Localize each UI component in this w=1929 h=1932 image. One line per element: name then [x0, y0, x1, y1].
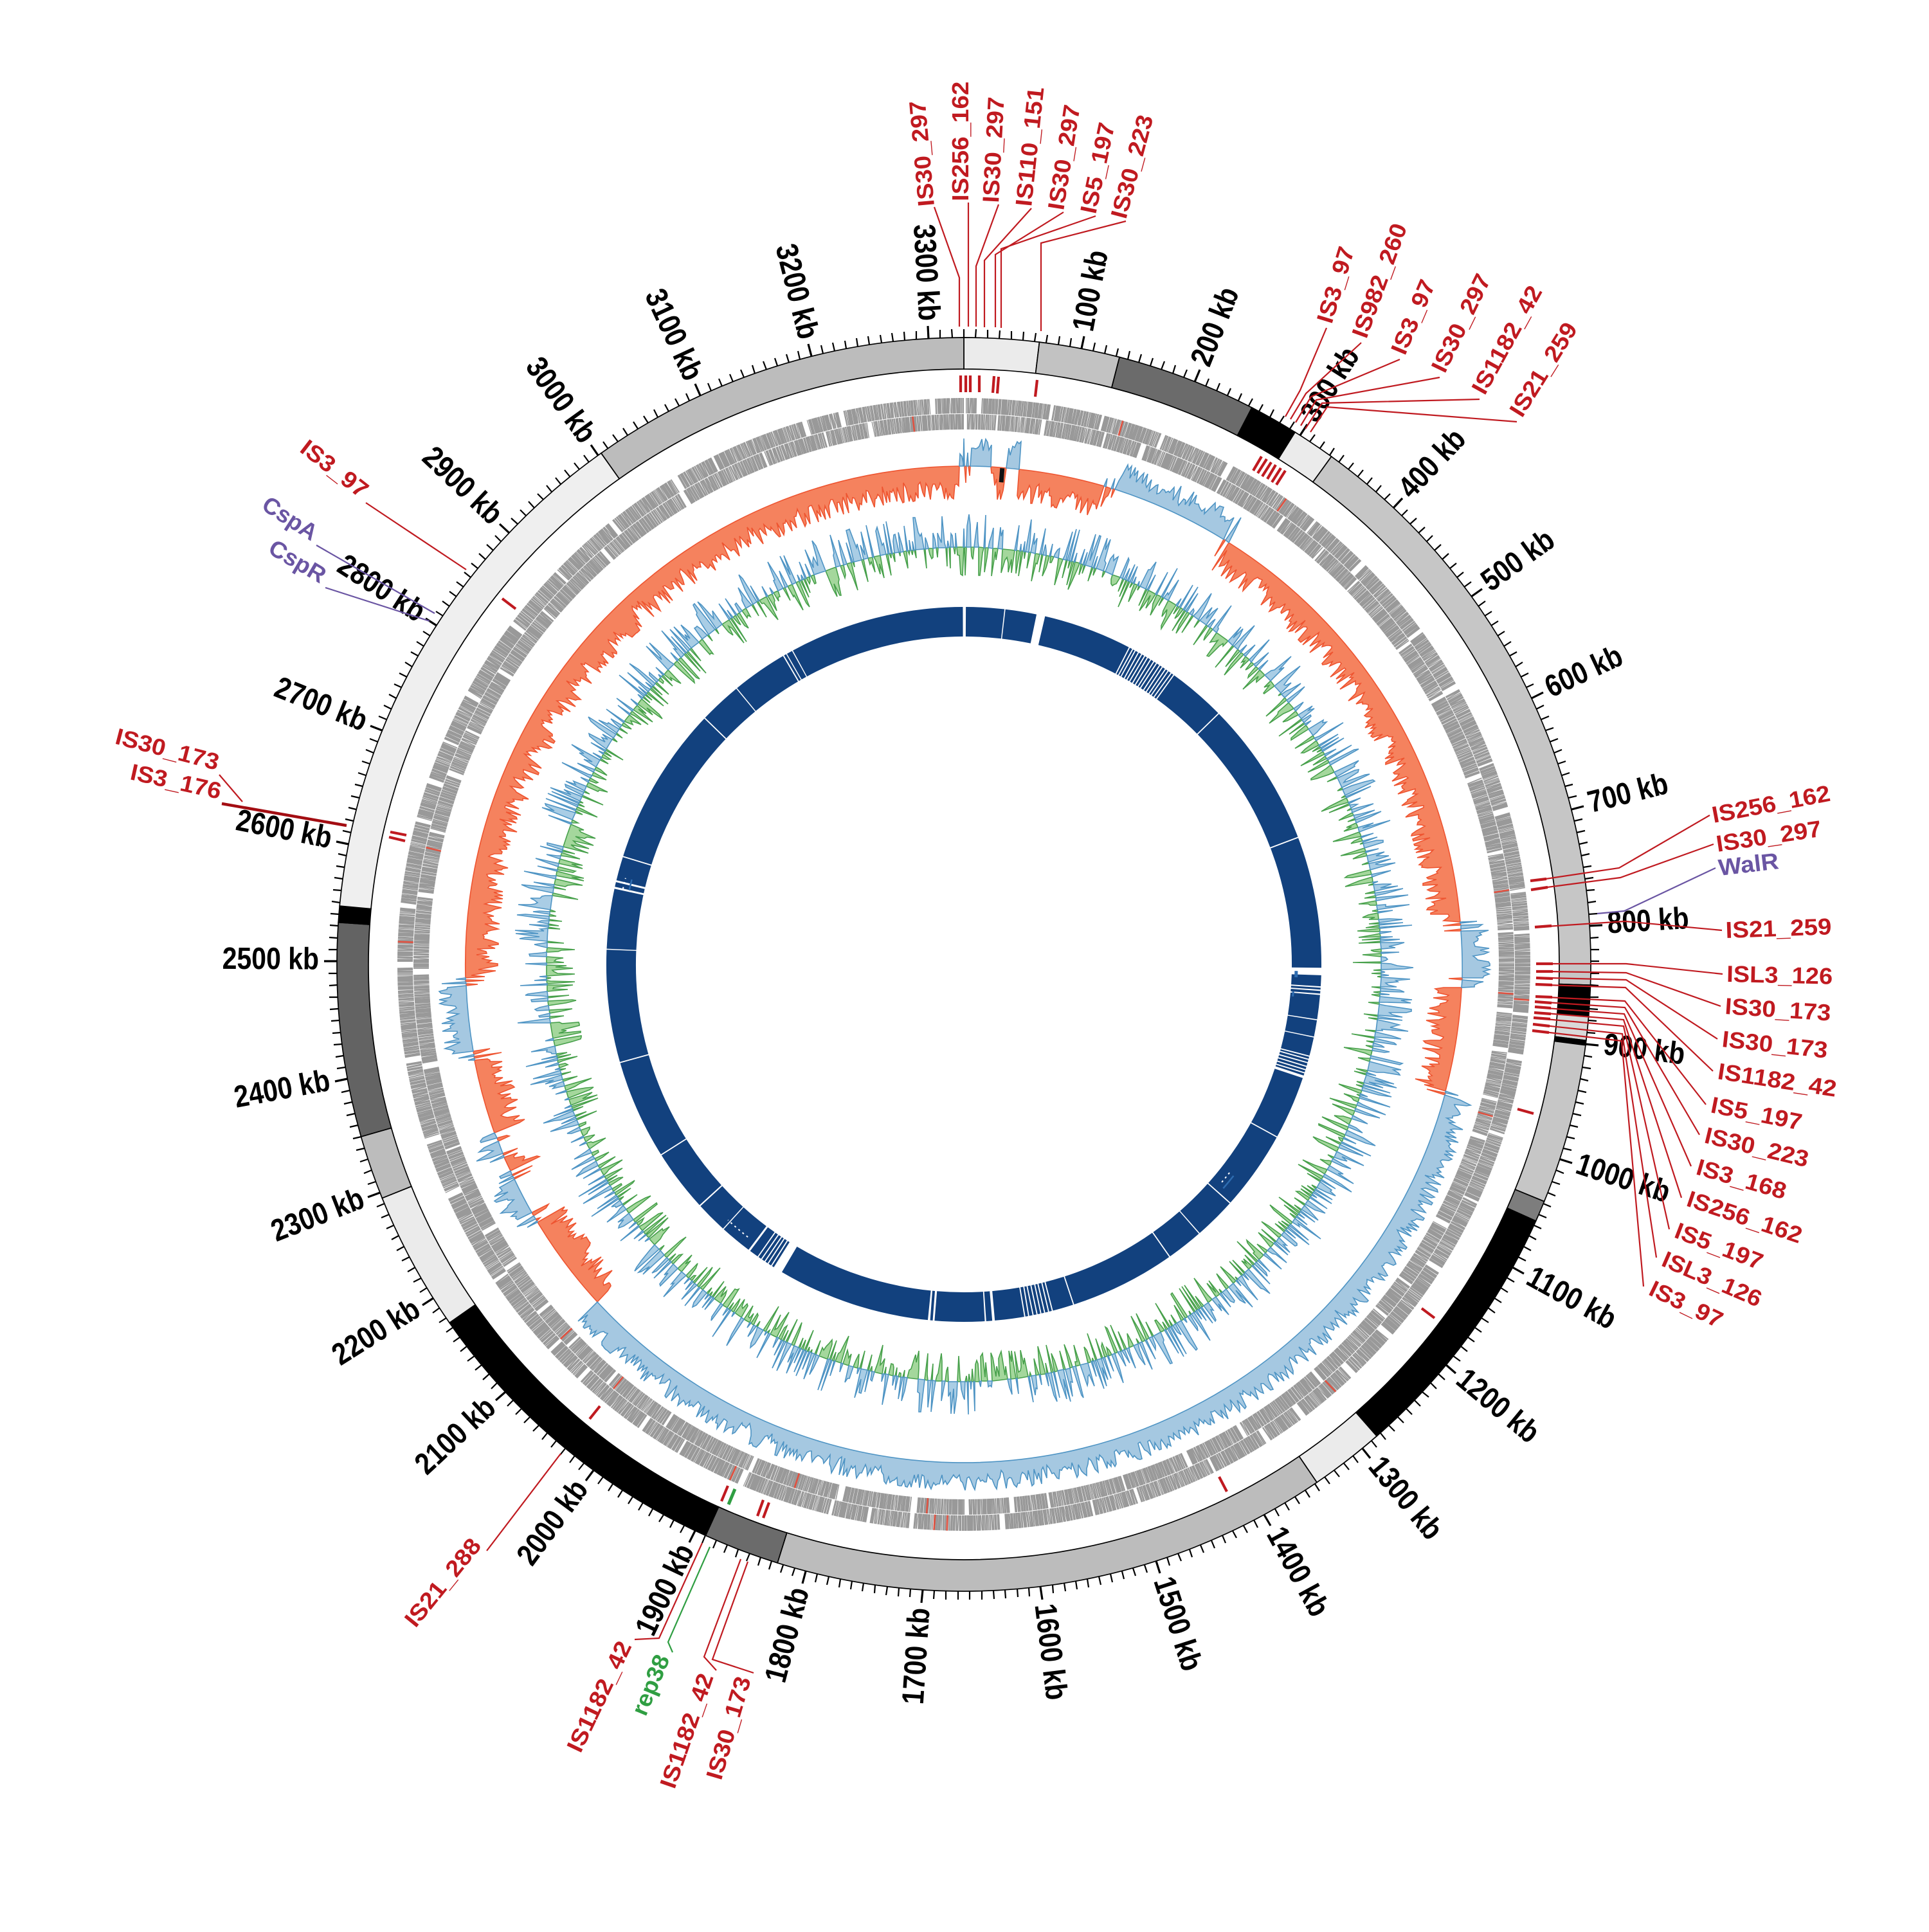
svg-text:3300 kb: 3300 kb [907, 223, 946, 321]
svg-text:800 kb: 800 kb [1606, 901, 1690, 941]
svg-text:ISL3_126: ISL3_126 [1726, 961, 1833, 989]
svg-text:IS256_162: IS256_162 [947, 82, 974, 201]
svg-text:2500 kb: 2500 kb [222, 942, 320, 977]
svg-text:IS30_297: IS30_297 [977, 96, 1010, 204]
svg-text:1700 kb: 1700 kb [896, 1607, 937, 1705]
svg-text:IS21_259: IS21_259 [1725, 913, 1832, 943]
